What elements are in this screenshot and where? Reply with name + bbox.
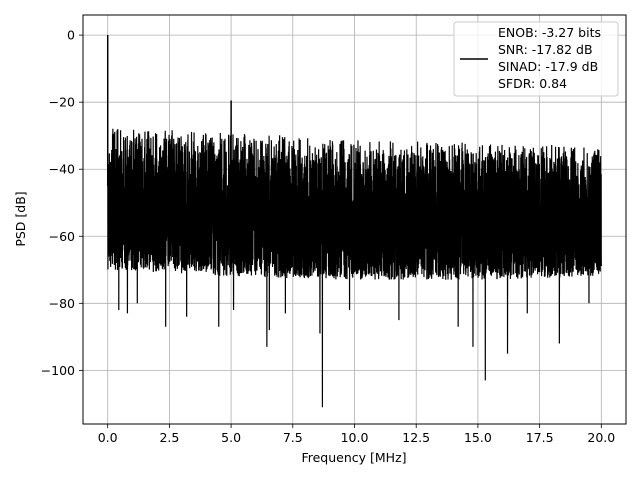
- y-tick-label: −100: [41, 363, 75, 378]
- x-tick-label: 12.5: [402, 430, 430, 445]
- legend: ENOB: -3.27 bits SNR: -17.82 dB SINAD: -…: [453, 21, 619, 97]
- y-tick-label: −60: [49, 229, 75, 244]
- legend-entry-enob: ENOB: -3.27 bits: [498, 25, 601, 40]
- x-tick-label: 2.5: [159, 430, 179, 445]
- legend-entry-sfdr: SFDR: 0.84: [498, 76, 567, 91]
- psd-series-line: [107, 35, 602, 408]
- x-tick-label: 17.5: [526, 430, 554, 445]
- y-tick-label: −80: [49, 296, 75, 311]
- legend-box: [453, 21, 619, 97]
- series-layer: [106, 35, 602, 408]
- y-tick-label: −20: [49, 95, 75, 110]
- legend-entry-sinad: SINAD: -17.9 dB: [498, 59, 598, 74]
- y-axis-label: PSD [dB]: [13, 191, 28, 246]
- x-tick-label: 5.0: [221, 430, 241, 445]
- legend-entry-snr: SNR: -17.82 dB: [498, 42, 593, 57]
- y-tick-label: 0: [67, 28, 75, 43]
- y-tick-label: −40: [49, 162, 75, 177]
- y-axis-ticks: 0 −20 −40 −60 −80 −100: [41, 28, 83, 378]
- x-axis-label: Frequency [MHz]: [301, 450, 406, 465]
- x-tick-label: 15.0: [464, 430, 492, 445]
- x-tick-label: 0.0: [98, 430, 118, 445]
- x-tick-label: 10.0: [341, 430, 369, 445]
- x-tick-label: 7.5: [283, 430, 303, 445]
- x-tick-label: 20.0: [587, 430, 615, 445]
- x-axis-ticks: 0.0 2.5 5.0 7.5 10.0 12.5 15.0 17.5 20.0: [98, 424, 615, 445]
